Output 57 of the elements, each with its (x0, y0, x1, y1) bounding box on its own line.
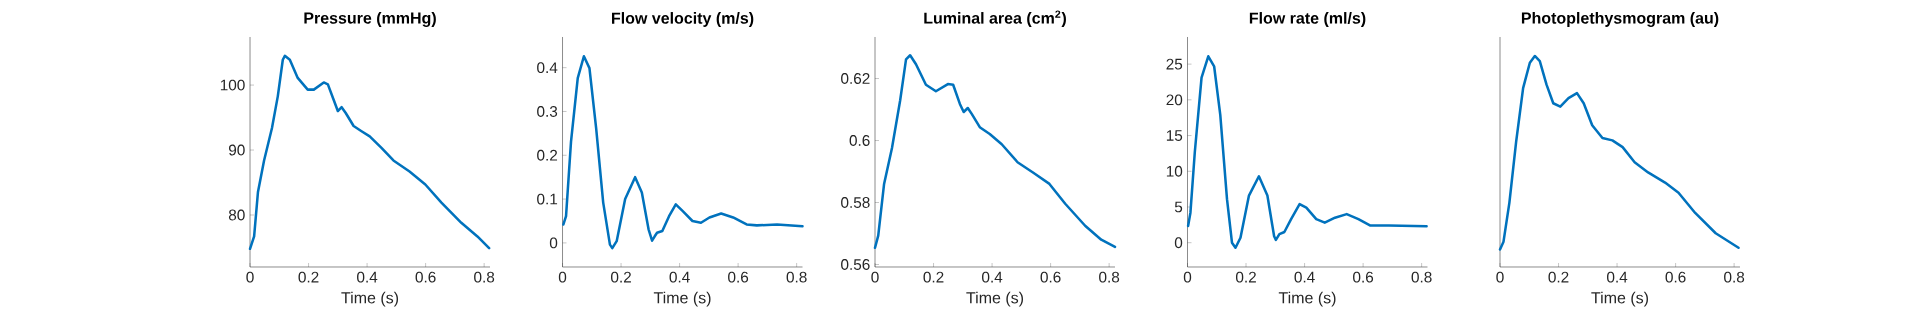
x-axis-title: Time (s) (653, 291, 711, 307)
y-tick-label: 0 (1174, 237, 1183, 249)
chart-title: Luminal area (cm$^{2}$) (924, 10, 1066, 27)
x-tick-label: 0.4 (357, 271, 378, 283)
line-series (248, 54, 491, 251)
chart-title: Photoplethysmogram (au) (1521, 11, 1719, 27)
x-axis-title: Time (s) (966, 291, 1024, 307)
y-tick-label: 0.62 (841, 73, 870, 84)
y-tick-label: 15 (1166, 130, 1183, 141)
x-tick-label: 0.6 (1040, 271, 1061, 283)
y-tick-label: 25 (1166, 58, 1183, 70)
y-tick-label: 0.56 (841, 259, 870, 270)
x-tick-label: 0 (1183, 271, 1192, 283)
x-tick-label: 0.2 (298, 271, 319, 283)
x-tick-label: 0.6 (1665, 271, 1686, 283)
x-tick-label: 0.6 (728, 271, 749, 283)
x-tick-label: 0.8 (1099, 271, 1120, 283)
y-tick-label: 0 (549, 237, 558, 249)
x-tick-label: 0 (1496, 271, 1504, 283)
x-axis-title: Time (s) (341, 291, 399, 307)
x-tick-label: 0 (871, 271, 879, 283)
x-tick-label: 0.2 (1235, 271, 1256, 283)
x-tick-label: 0.4 (1294, 271, 1315, 283)
y-tick-label: 80 (228, 209, 245, 221)
y-tick-label: 0.3 (537, 106, 558, 117)
line-series (562, 55, 804, 250)
x-tick-label: 0 (558, 271, 567, 283)
y-tick-label: 100 (220, 79, 245, 91)
x-tick-label: 0.8 (1724, 271, 1745, 283)
chart-title: Pressure (mmHg) (304, 11, 436, 27)
y-tick-label: 5 (1174, 201, 1183, 213)
y-tick-label: 0.6 (849, 135, 870, 146)
y-tick-label: 10 (1166, 165, 1183, 177)
chart-title: Flow velocity (m/s) (612, 12, 754, 27)
x-tick-label: 0.2 (611, 271, 631, 283)
x-tick-label: 0.4 (669, 271, 690, 283)
x-tick-label: 0.6 (1353, 271, 1374, 283)
x-tick-label: 0.8 (786, 271, 807, 283)
x-tick-label: 0.2 (1548, 271, 1569, 283)
line-series (1186, 55, 1428, 249)
x-tick-label: 0.8 (474, 271, 495, 283)
x-tick-label: 0.4 (1607, 271, 1628, 283)
x-tick-label: 0.8 (1411, 271, 1432, 283)
x-tick-label: 0.4 (982, 271, 1003, 283)
line-series (873, 54, 1117, 250)
y-tick-label: 0.4 (537, 62, 558, 74)
y-tick-label: 0.2 (537, 149, 558, 161)
y-tick-label: 0.1 (537, 193, 558, 205)
y-tick-label: 90 (228, 144, 245, 156)
x-axis-title: Time (s) (1591, 291, 1649, 307)
y-tick-label: 20 (1166, 94, 1183, 106)
y-tick-label: 0.58 (841, 197, 870, 208)
x-tick-label: 0.6 (415, 271, 436, 283)
chart-title: Flow rate (ml/s) (1249, 12, 1366, 27)
x-tick-label: 0 (246, 271, 254, 283)
x-axis-title: Time (s) (1278, 291, 1336, 307)
x-tick-label: 0.2 (923, 271, 944, 283)
